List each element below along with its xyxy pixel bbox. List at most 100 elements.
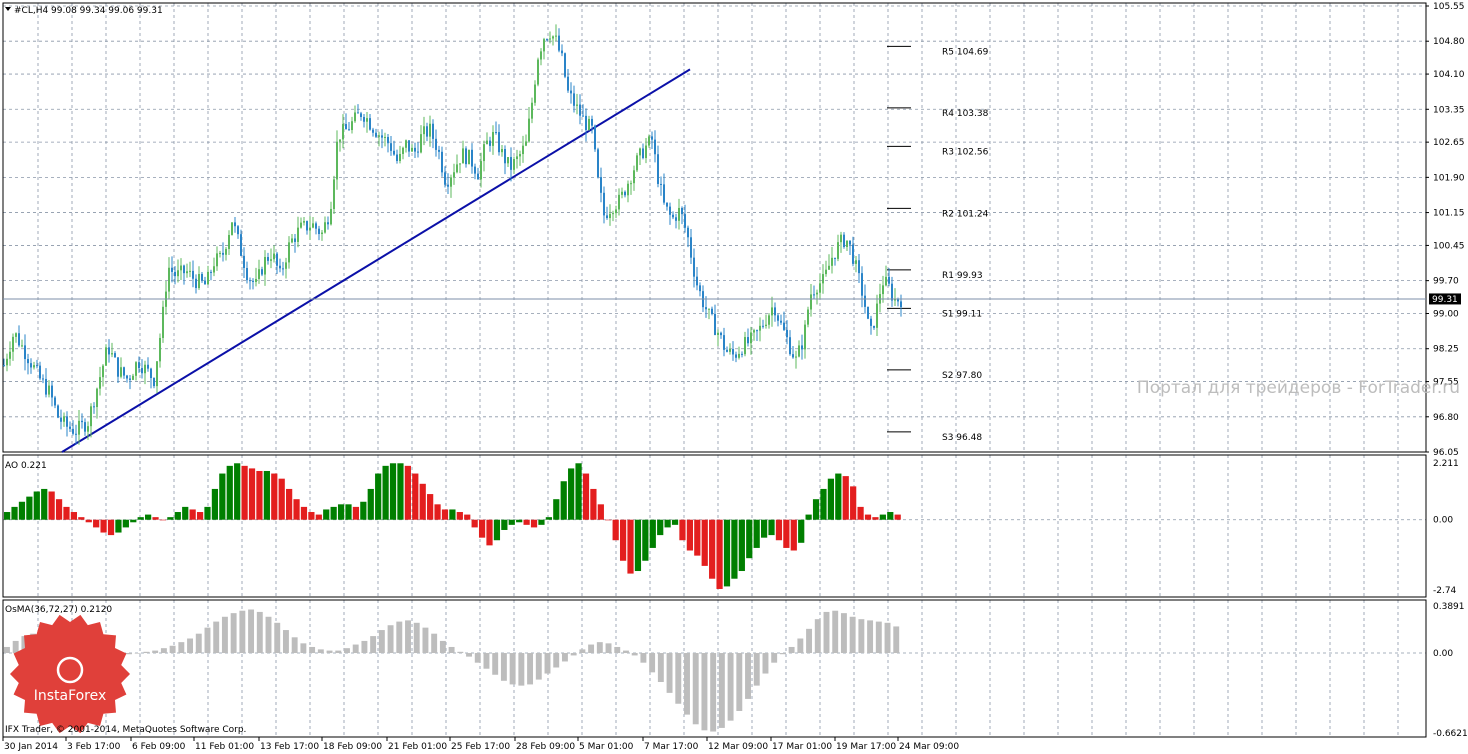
candle-body (681, 207, 683, 215)
osma-bar (640, 653, 647, 663)
candle-body (456, 164, 458, 173)
osma-bar (605, 643, 612, 654)
osma-bar (326, 650, 333, 654)
candle-body (282, 268, 284, 270)
candle-body (126, 375, 128, 379)
ao-bar (278, 478, 285, 520)
candle-body (687, 227, 689, 238)
osma-bar (274, 622, 281, 654)
osma-bar (483, 653, 490, 669)
candle-body (609, 213, 611, 219)
osma-bar (823, 611, 830, 654)
osma-bar (317, 649, 324, 654)
pivot-label: R1 99.93 (942, 271, 983, 281)
candle-body (240, 234, 242, 256)
osma-bar (579, 649, 586, 654)
ao-bar (70, 512, 78, 520)
candle-body (342, 124, 344, 140)
pivot-label: R4 103.38 (942, 109, 989, 119)
ao-bar (375, 473, 382, 520)
osma-bar (378, 630, 385, 654)
ao-bar (456, 512, 463, 520)
osma-bar (884, 622, 891, 654)
candle-body (291, 238, 293, 243)
osma-bar (396, 621, 403, 654)
osma-bar (649, 653, 656, 673)
candle-body (615, 209, 617, 214)
candle-body (393, 150, 395, 155)
candle-body (654, 139, 656, 155)
candle-body (210, 271, 212, 273)
candle-body (48, 385, 50, 395)
trendline[interactable] (61, 68, 691, 453)
ao-bar (790, 519, 797, 551)
ao-bar (530, 519, 538, 528)
ao-bar (627, 519, 634, 574)
candle-body (81, 420, 83, 423)
candle-body (117, 357, 119, 377)
candle-body (60, 417, 62, 422)
osma-bar (265, 616, 272, 654)
osma-bar (160, 648, 167, 654)
ao-bar (441, 509, 449, 520)
candle-body (66, 416, 68, 427)
candle-body (153, 378, 155, 387)
osma-bar (500, 653, 507, 681)
candle-body (537, 59, 539, 85)
osma-bar (893, 626, 900, 654)
ao-bar (560, 481, 567, 520)
osma-bar (21, 636, 28, 654)
candle-body (315, 223, 317, 229)
candle-body (411, 147, 413, 152)
osma-bar (12, 640, 19, 654)
candle-body (666, 202, 668, 207)
ao-bar (434, 504, 441, 520)
candle-body (363, 116, 365, 122)
main-pane-header: #CL,H4 99.08 99.34 99.06 99.31 (5, 6, 163, 16)
candle-body (630, 183, 632, 185)
ao-bar (701, 519, 708, 566)
candle-body (21, 345, 23, 347)
candle-body (39, 365, 41, 379)
ao-bar (78, 517, 85, 520)
osma-bar (832, 610, 839, 654)
osma-bar (213, 621, 220, 654)
candle-body (465, 148, 467, 165)
candle-body (594, 125, 596, 150)
ao-bar (107, 519, 115, 536)
candle-body (507, 157, 509, 164)
ao-histogram (4, 463, 901, 589)
candle-body (699, 285, 701, 292)
candle-body (645, 145, 647, 159)
ao-bar (493, 519, 501, 541)
candle-body (225, 248, 227, 255)
osma-bar (466, 653, 472, 657)
candle-body (648, 136, 650, 146)
ao-bar (478, 519, 486, 538)
candle-body (636, 155, 638, 171)
candle-body (486, 140, 488, 145)
candle-body (732, 349, 734, 355)
candle-body (252, 280, 254, 282)
candle-body (450, 177, 452, 187)
candle-body (738, 353, 740, 358)
osma-bar (300, 643, 307, 654)
ao-bar (657, 519, 664, 536)
watermark: Портал для трейдеров - ForTrader.ru (1137, 378, 1460, 398)
ao-bar (122, 519, 129, 528)
candle-body (726, 349, 728, 352)
y-tick-label: 100.45 (1433, 241, 1465, 251)
candle-body (498, 132, 500, 153)
ao-bar (642, 519, 649, 561)
y-tick-label: 96.80 (1433, 413, 1459, 423)
osma-bar (788, 646, 795, 654)
candle-body (543, 39, 545, 52)
candle-body (351, 121, 353, 131)
osma-bar (588, 644, 595, 654)
candle-body (492, 132, 494, 146)
candle-body (354, 112, 356, 122)
x-tick-label: 17 Mar 01:00 (772, 742, 832, 752)
osma-bar (335, 650, 342, 654)
svg-text:InstaForex: InstaForex (34, 688, 107, 704)
ao-bar (337, 504, 345, 520)
